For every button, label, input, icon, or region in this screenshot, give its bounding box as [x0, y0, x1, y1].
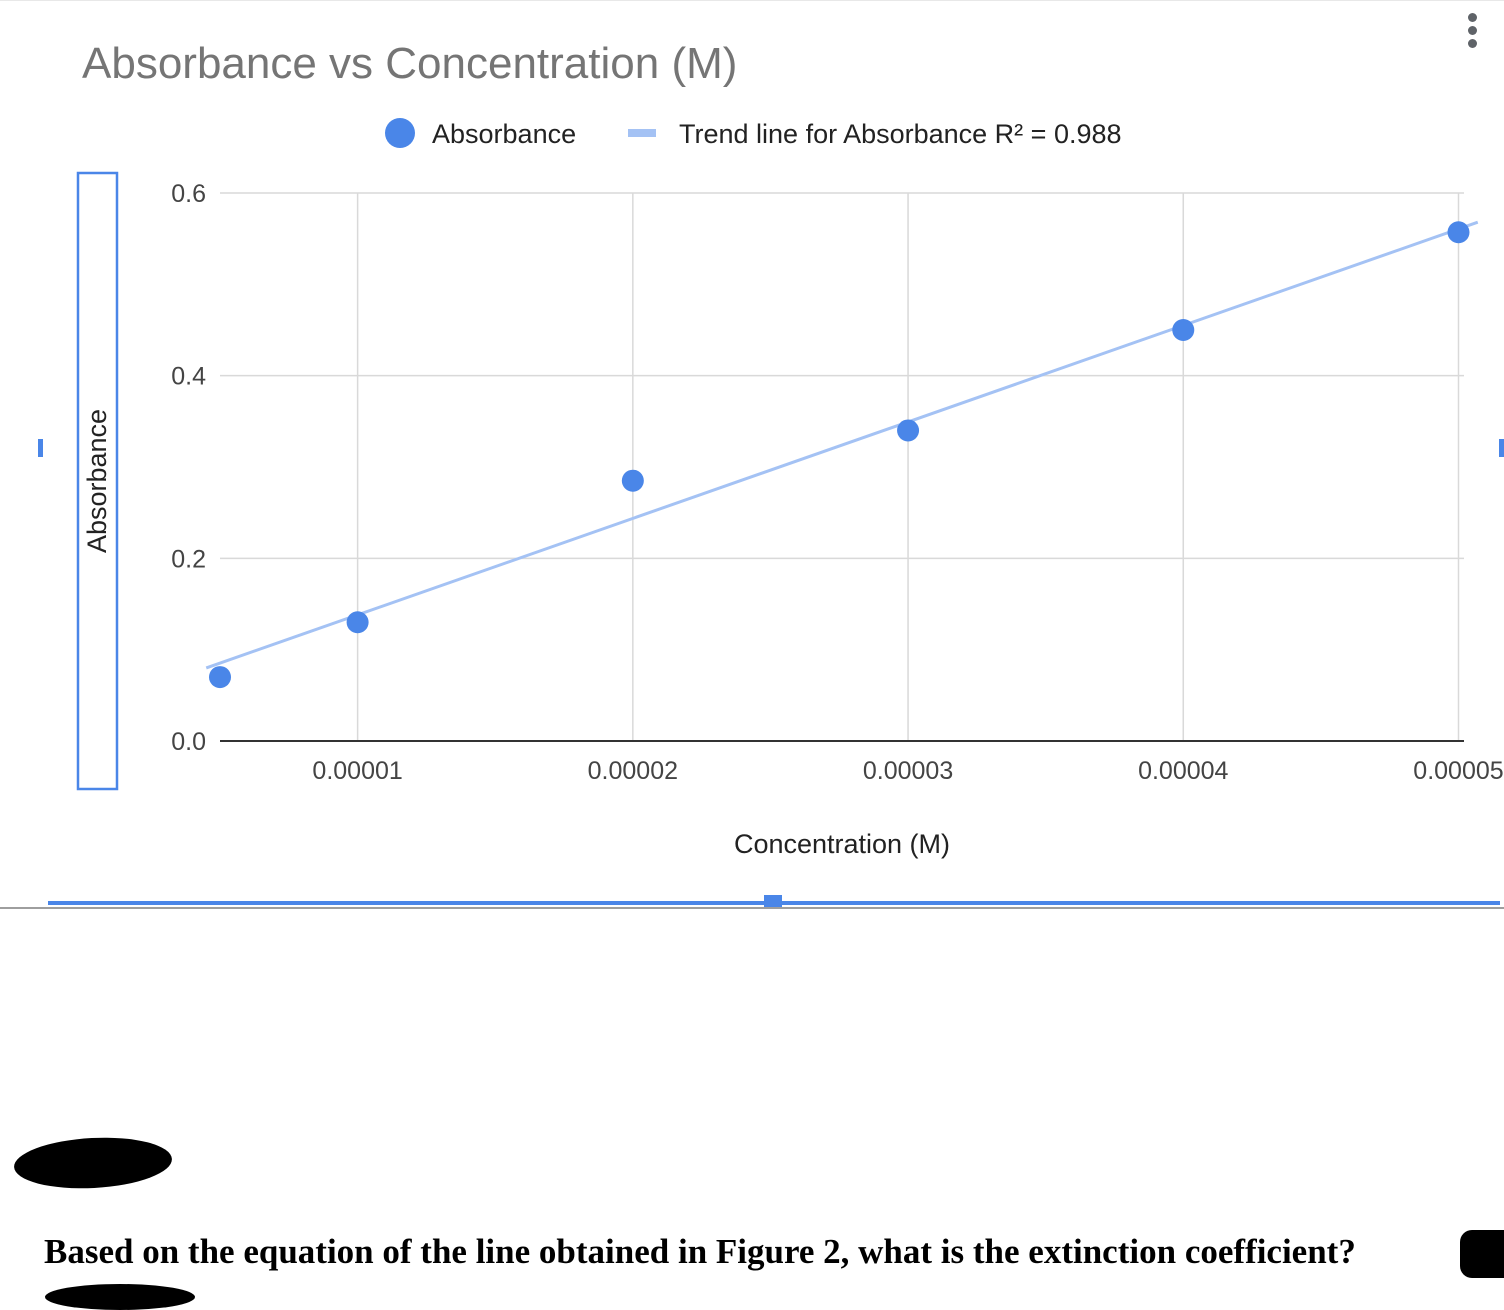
chart-card: Absorbance vs Concentration (M) Absorban…	[0, 0, 1504, 909]
resize-handle-left[interactable]	[38, 439, 43, 457]
legend-marker-absorbance	[385, 118, 415, 148]
data-point[interactable]	[897, 419, 920, 442]
x-tick-label: 0.00001	[312, 757, 402, 785]
y-tick-label: 0.4	[171, 363, 206, 391]
y-tick-label: 0.0	[171, 728, 206, 756]
data-point[interactable]	[209, 666, 231, 689]
trendline-layer	[205, 220, 1479, 670]
data-point[interactable]	[346, 611, 369, 634]
redaction-mark	[1460, 1230, 1504, 1278]
question-text: Based on the equation of the line obtain…	[44, 1232, 1356, 1271]
x-tick-label: 0.00002	[588, 757, 678, 785]
x-tick-label: 0.00003	[863, 757, 953, 785]
redaction-mark	[45, 1284, 195, 1310]
x-axis-label: Concentration (M)	[734, 829, 950, 859]
chart-title: Absorbance vs Concentration (M)	[82, 39, 737, 88]
grid	[220, 192, 1464, 741]
data-point[interactable]	[1447, 221, 1470, 244]
y-axis-label-box[interactable]	[76, 171, 119, 791]
resize-handle-right[interactable]	[1499, 439, 1504, 457]
resize-handle-bottom[interactable]	[764, 895, 782, 907]
legend-label-trendline[interactable]: Trend line for Absorbance R² = 0.988	[679, 119, 1122, 149]
data-point[interactable]	[621, 469, 644, 492]
trendline	[205, 220, 1479, 670]
x-tick-label: 0.00004	[1138, 757, 1228, 785]
y-tick-label: 0.6	[171, 180, 206, 208]
data-point[interactable]	[1172, 319, 1195, 341]
legend-label-absorbance[interactable]: Absorbance	[432, 119, 576, 149]
points-layer	[209, 221, 1470, 689]
axes: 0.0 0.2 0.4 0.6 0.00001 0.00002 0.00003 0.00004…	[171, 180, 1503, 785]
legend-marker-trendline	[628, 129, 656, 137]
chart-svg: Absorbance vs Concentration (M) Absorban…	[0, 0, 1504, 909]
y-axis-label: Absorbance	[82, 409, 112, 553]
redaction-mark	[12, 1133, 174, 1193]
x-tick-label: 0.00005	[1413, 757, 1503, 785]
y-tick-label: 0.2	[171, 545, 206, 573]
legend: Absorbance Trend line for Absorbance R² …	[385, 118, 1122, 149]
more-options-icon[interactable]	[1460, 10, 1484, 56]
